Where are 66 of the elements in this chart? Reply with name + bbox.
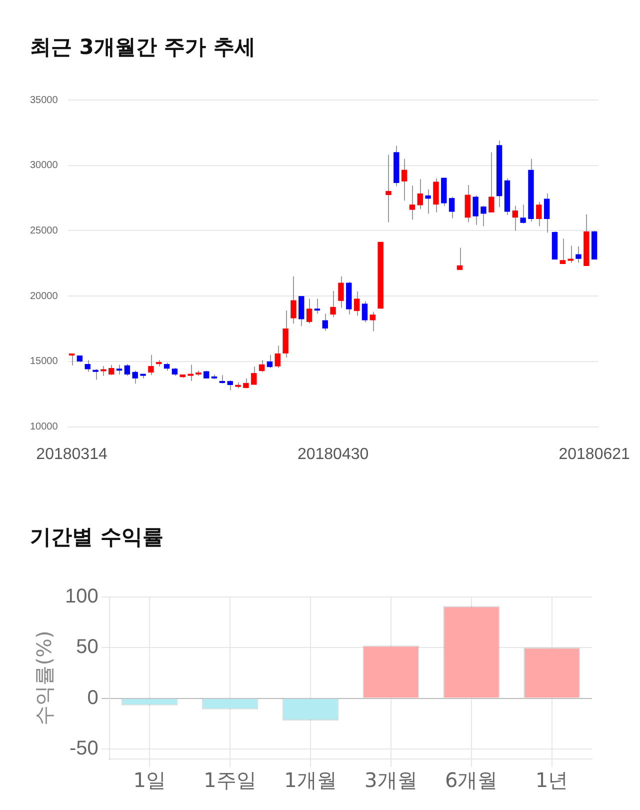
x-tick-label: 1주일 bbox=[204, 768, 256, 792]
x-tick-label: 1일 bbox=[133, 768, 166, 792]
candlestick bbox=[338, 276, 344, 308]
candlestick bbox=[560, 238, 566, 265]
y-tick-label: -50 bbox=[69, 737, 98, 760]
candlestick bbox=[354, 291, 360, 316]
y-tick-label: 50 bbox=[76, 636, 98, 658]
candlestick bbox=[433, 178, 439, 213]
candlestick bbox=[409, 185, 416, 220]
y-tick-label: 35000 bbox=[30, 94, 58, 106]
x-tick-label: 1개월 bbox=[284, 768, 337, 792]
candlestick bbox=[116, 364, 122, 376]
candlestick bbox=[306, 298, 312, 324]
candlestick bbox=[456, 247, 463, 270]
candlestick bbox=[401, 158, 408, 202]
candlestick bbox=[188, 364, 194, 382]
x-tick-label: 20180621 bbox=[558, 446, 630, 463]
candlestick bbox=[84, 360, 90, 372]
candlestick bbox=[124, 364, 130, 376]
candlestick bbox=[520, 204, 526, 224]
candlestick bbox=[425, 189, 431, 214]
candlestick bbox=[322, 313, 328, 332]
y-tick-label: 0 bbox=[87, 686, 98, 709]
x-tick-label: 20180314 bbox=[36, 446, 108, 463]
candlestick bbox=[417, 178, 423, 210]
candlestick bbox=[108, 364, 114, 376]
x-tick-label: 1년 bbox=[535, 768, 568, 792]
candlestick bbox=[512, 205, 518, 232]
x-tick-label: 20180430 bbox=[297, 446, 369, 463]
x-tick-label: 3개월 bbox=[364, 768, 418, 792]
candlestick bbox=[472, 194, 478, 226]
candlestick bbox=[290, 276, 296, 324]
candlestick bbox=[298, 296, 304, 327]
candlestick bbox=[370, 311, 376, 332]
candlestick bbox=[227, 380, 233, 391]
candlestick bbox=[258, 360, 265, 372]
candlestick bbox=[464, 184, 470, 223]
candlestick bbox=[544, 192, 550, 234]
candlestick bbox=[314, 298, 320, 314]
y-tick-label: 25000 bbox=[30, 225, 58, 236]
candlestick bbox=[536, 201, 542, 227]
candlestick bbox=[576, 246, 582, 264]
candlestick bbox=[148, 354, 154, 376]
candlestick bbox=[448, 196, 455, 219]
chart-title: 최근 3개월간 주가 추세 bbox=[30, 34, 256, 61]
candlestick bbox=[100, 366, 106, 376]
candlestick bbox=[386, 154, 392, 223]
candlestick bbox=[266, 354, 273, 368]
candlestick bbox=[251, 366, 257, 386]
chart-title: 기간별 수익률 bbox=[30, 524, 164, 551]
y-tick-label: 30000 bbox=[30, 160, 58, 172]
y-axis-title: 수익률(%) bbox=[32, 630, 56, 726]
candlestick bbox=[68, 354, 75, 366]
candlestick bbox=[480, 205, 486, 227]
candlestick bbox=[362, 300, 368, 323]
y-tick-label: 15000 bbox=[30, 356, 58, 368]
candlestick bbox=[330, 290, 336, 318]
candlestick bbox=[132, 370, 138, 384]
y-tick-label: 100 bbox=[64, 586, 98, 608]
candlestick bbox=[568, 245, 574, 264]
y-tick-label: 20000 bbox=[30, 290, 58, 302]
x-tick-label: 6개월 bbox=[444, 768, 498, 792]
y-tick-label: 10000 bbox=[30, 422, 58, 433]
candlestick bbox=[274, 345, 280, 368]
candlestick bbox=[488, 152, 494, 213]
candlestick bbox=[92, 368, 98, 380]
